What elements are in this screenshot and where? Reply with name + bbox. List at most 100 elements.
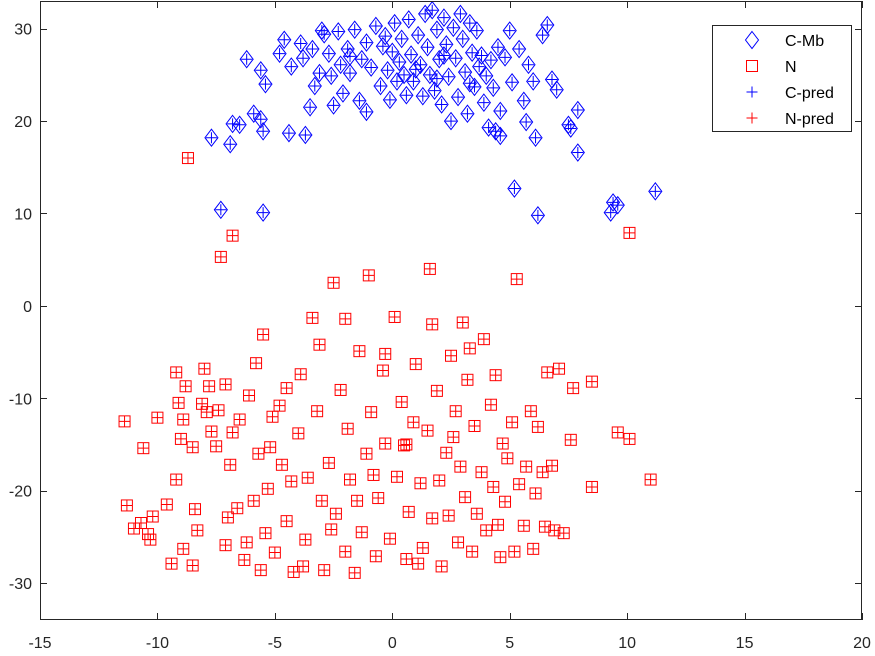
- data-point-plus: [532, 421, 544, 433]
- data-point-diamond: [298, 125, 313, 145]
- x-tick-label: 0: [388, 635, 397, 652]
- legend-label: C-Mb: [785, 33, 824, 50]
- data-point-diamond: [255, 203, 271, 222]
- data-point-plus: [553, 363, 565, 375]
- data-point-plus: [339, 313, 351, 325]
- data-point-plus: [422, 425, 434, 437]
- data-point-plus: [295, 37, 307, 49]
- data-point-plus: [433, 474, 445, 486]
- data-point-plus: [443, 510, 455, 522]
- data-point-diamond: [331, 22, 346, 41]
- data-point-diamond: [540, 15, 555, 35]
- data-point-diamond: [460, 104, 475, 124]
- data-point-diamond: [347, 20, 362, 39]
- data-point-plus: [520, 461, 532, 473]
- data-point-diamond: [521, 55, 536, 75]
- legend[interactable]: C-Mb N C-pred N-pred: [712, 25, 852, 132]
- data-point-diamond: [519, 112, 534, 132]
- data-point-plus: [328, 99, 340, 111]
- data-point-plus: [403, 13, 415, 25]
- legend-marker-plus: [746, 112, 758, 124]
- data-point-plus: [248, 495, 260, 507]
- data-point-plus: [255, 113, 267, 125]
- data-point-plus: [344, 67, 356, 79]
- data-point-plus: [485, 399, 497, 411]
- data-point-plus: [424, 69, 436, 81]
- data-point-diamond: [472, 57, 487, 76]
- data-point-diamond: [378, 26, 393, 46]
- data-point-plus: [306, 312, 318, 324]
- data-point-plus: [191, 524, 203, 536]
- data-point-plus: [438, 50, 450, 62]
- series-n-pred: [119, 152, 657, 579]
- data-point-plus: [259, 527, 271, 539]
- data-point-plus: [344, 50, 356, 62]
- data-point-plus: [572, 147, 584, 159]
- data-point-plus: [466, 546, 478, 558]
- legend-marker-square: [746, 60, 758, 72]
- data-point-diamond: [324, 66, 339, 86]
- data-point-plus: [276, 459, 288, 471]
- data-point-plus: [389, 17, 401, 29]
- data-point-plus: [527, 75, 539, 87]
- data-point-plus: [297, 52, 309, 64]
- data-point-plus: [623, 227, 635, 239]
- data-point-plus: [443, 71, 455, 83]
- data-point-plus: [262, 483, 274, 495]
- data-point-plus: [349, 567, 361, 579]
- data-point-plus: [356, 53, 368, 65]
- data-point-diamond: [425, 0, 440, 20]
- data-point-plus: [389, 311, 401, 323]
- data-point-diamond: [490, 37, 506, 57]
- data-point-plus: [187, 441, 199, 453]
- data-point-plus: [337, 87, 349, 99]
- data-point-plus: [445, 350, 457, 362]
- data-point-plus: [450, 405, 462, 417]
- data-point-plus: [393, 56, 405, 68]
- data-point-plus: [391, 75, 403, 87]
- data-point-diamond: [450, 87, 466, 107]
- data-point-diamond: [479, 66, 494, 86]
- data-point-plus: [459, 491, 471, 503]
- data-point-plus: [180, 380, 192, 392]
- data-point-plus: [419, 8, 431, 20]
- y-tick-label: -30: [9, 576, 32, 593]
- data-point-plus: [363, 269, 375, 281]
- data-point-diamond: [382, 90, 398, 110]
- data-point-plus: [492, 41, 504, 53]
- data-point-plus: [612, 199, 624, 211]
- data-point-plus: [151, 412, 163, 424]
- data-point-plus: [410, 358, 422, 370]
- data-point-diamond: [333, 55, 348, 75]
- data-point-diamond: [648, 181, 663, 201]
- data-point-plus: [205, 426, 217, 438]
- data-point-diamond: [342, 63, 358, 83]
- data-point-plus: [222, 511, 234, 523]
- data-point-diamond: [486, 78, 501, 98]
- data-point-diamond: [399, 85, 414, 105]
- data-point-plus: [166, 558, 178, 570]
- data-point-plus: [379, 30, 391, 42]
- data-point-diamond: [462, 73, 477, 93]
- data-point-plus: [302, 472, 314, 484]
- data-point-plus: [173, 397, 185, 409]
- data-point-plus: [231, 502, 243, 514]
- y-tick-label: 20: [14, 114, 32, 131]
- data-point-diamond: [326, 96, 341, 115]
- data-point-diamond: [570, 100, 585, 120]
- data-point-diamond: [427, 81, 442, 100]
- data-point-plus: [586, 376, 598, 388]
- data-point-plus: [243, 389, 255, 401]
- data-point-plus: [400, 553, 412, 565]
- data-point-plus: [440, 38, 452, 50]
- data-point-plus: [313, 339, 325, 351]
- data-point-plus: [480, 70, 492, 82]
- data-point-plus: [457, 317, 469, 329]
- data-point-plus: [382, 64, 394, 76]
- data-point-plus: [396, 33, 408, 45]
- data-point-diamond: [530, 206, 546, 225]
- data-point-plus: [506, 76, 518, 88]
- data-point-plus: [323, 48, 335, 60]
- data-point-plus: [227, 118, 239, 130]
